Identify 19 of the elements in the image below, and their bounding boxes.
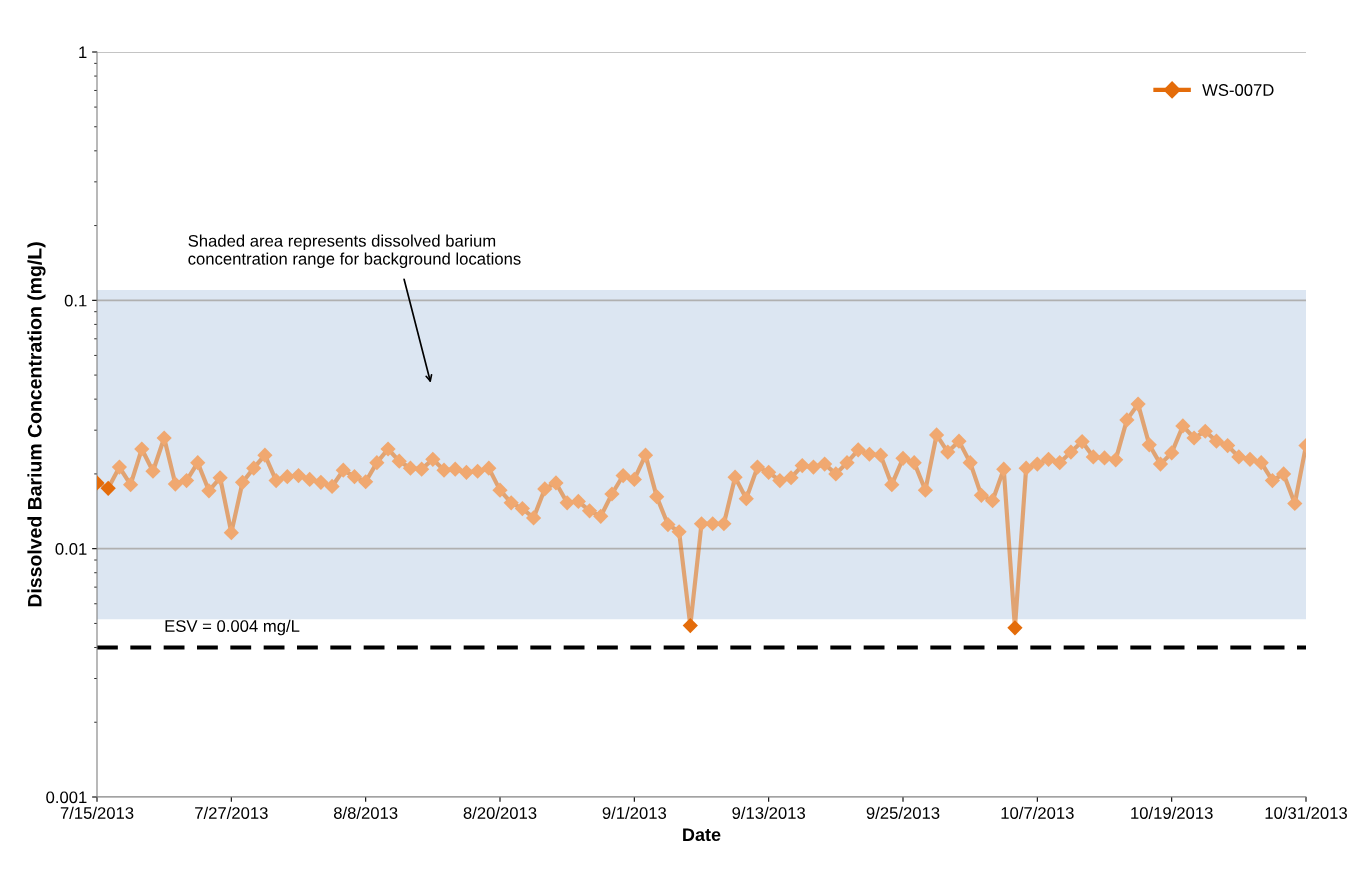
x-tick-label: 9/25/2013 — [866, 806, 940, 819]
x-tick-label: 9/13/2013 — [732, 806, 806, 819]
x-axis-title: Date — [683, 828, 721, 842]
x-tick-label: 10/19/2013 — [1131, 806, 1213, 819]
x-tick-label: 7/27/2013 — [195, 806, 268, 819]
annotation: Shaded area represents dissolved barium concentration range for background locations — [188, 234, 521, 269]
y-tick-label: 0.1 — [64, 294, 87, 307]
y-tick-label: 0.01 — [55, 543, 87, 555]
x-tick-label: 9/1/2013 — [602, 806, 667, 819]
x-tick-label: 8/20/2013 — [463, 806, 537, 819]
y-tick-label: 1 — [79, 46, 87, 59]
x-tick-label: 10/31/2013 — [1265, 806, 1347, 819]
x-tick-label: 10/7/2013 — [1001, 806, 1074, 819]
y-tick-label: 0.001 — [46, 791, 87, 804]
legend-label: WS-007D — [1202, 84, 1274, 96]
ref-line-label: ESV = 0.004 mg/L — [165, 619, 300, 636]
y-axis-title: Dissolved Barium Concentration (mg/L) — [27, 242, 46, 607]
x-tick-label: 7/15/2013 — [60, 806, 134, 819]
x-tick-label: 8/8/2013 — [333, 806, 398, 819]
